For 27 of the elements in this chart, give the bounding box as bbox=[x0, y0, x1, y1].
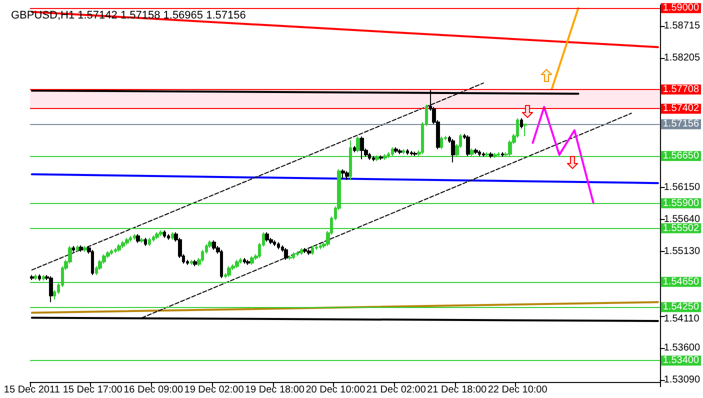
y-tick-label: 1.55130 bbox=[664, 246, 700, 258]
ref-line-label: 1.57156 bbox=[662, 118, 700, 130]
x-tick-label: 20 Dec 10:00 bbox=[306, 384, 366, 396]
x-tick-label: 21 Dec 18:00 bbox=[427, 384, 488, 396]
ref-line-label: 1.55502 bbox=[662, 222, 700, 234]
ref-line-label: 1.53400 bbox=[662, 355, 700, 366]
y-tick-label: 1.58205 bbox=[664, 52, 700, 64]
x-tick-label: 15 Dec 2011 bbox=[4, 384, 60, 396]
ref-line-label: 1.57402 bbox=[662, 103, 700, 114]
x-tick-label: 16 Dec 09:00 bbox=[124, 384, 184, 396]
ref-line-label: 1.54250 bbox=[662, 302, 700, 313]
x-tick-label: 19 Dec 02:00 bbox=[184, 384, 244, 396]
ref-line-label: 1.57708 bbox=[662, 84, 700, 95]
ref-line-label: 1.56650 bbox=[662, 150, 700, 162]
y-tick-label: 1.54110 bbox=[664, 313, 700, 324]
y-tick-label: 1.53090 bbox=[664, 374, 700, 386]
y-tick-label: 1.55640 bbox=[664, 214, 700, 226]
ref-line-label: 1.55900 bbox=[662, 198, 700, 209]
x-tick-label: 15 Dec 17:00 bbox=[62, 384, 123, 396]
x-tick-label: 21 Dec 02:00 bbox=[366, 384, 426, 396]
x-tick-label: 22 Dec 10:00 bbox=[488, 384, 548, 396]
y-tick-label: 1.53600 bbox=[664, 342, 700, 354]
y-tick-label: 1.56150 bbox=[664, 182, 700, 194]
ref-line-label: 1.54650 bbox=[662, 276, 700, 288]
y-tick-label: 1.58715 bbox=[664, 20, 700, 32]
ref-line-label: 1.59000 bbox=[662, 2, 700, 14]
x-tick-label: 19 Dec 18:00 bbox=[244, 384, 305, 396]
